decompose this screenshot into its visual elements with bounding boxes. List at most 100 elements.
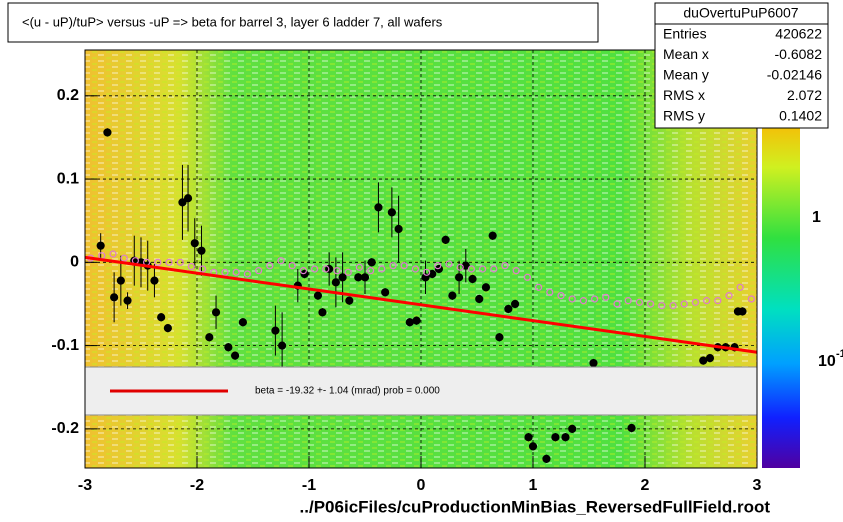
data-point	[123, 296, 132, 305]
y-tick-label: -0.2	[51, 420, 79, 437]
data-point	[501, 262, 509, 270]
stats-box: duOvertuPuP6007 Entries 420622 Mean x -0.60…	[654, 2, 829, 129]
data-point	[199, 265, 207, 273]
data-point	[221, 268, 229, 276]
data-point	[211, 308, 221, 317]
colorbar-label: 1	[812, 209, 821, 226]
data-point	[110, 293, 119, 302]
data-point	[434, 262, 442, 270]
chart-title: <(u - uP)/tuP> versus -uP => beta for ba…	[22, 14, 443, 29]
data-point	[163, 324, 172, 333]
data-point	[243, 270, 251, 278]
fit-line	[85, 255, 757, 354]
data-point	[423, 268, 431, 276]
data-point	[394, 224, 403, 234]
data-point	[524, 433, 533, 442]
data-point	[374, 203, 383, 212]
data-point	[624, 297, 632, 305]
data-point	[176, 258, 184, 266]
stats-key: RMS x	[663, 87, 705, 103]
data-point	[568, 295, 576, 303]
x-tick-label: -2	[190, 477, 204, 494]
stats-value: 420622	[775, 26, 822, 42]
data-point	[387, 208, 396, 217]
data-point	[238, 318, 248, 327]
data-point	[680, 300, 688, 308]
data-point	[331, 278, 340, 287]
data-point	[277, 257, 285, 265]
data-point	[197, 246, 206, 255]
title-box	[7, 2, 599, 43]
data-point	[468, 274, 477, 284]
stats-key: Entries	[663, 26, 707, 42]
fit-legend: beta = -19.32 +- 1.04 (mrad) prob = 0.00…	[84, 366, 758, 416]
x-tick-label: 0	[417, 477, 426, 494]
x-tick-label: 3	[753, 477, 762, 494]
data-point	[389, 262, 397, 270]
data-point	[495, 333, 504, 342]
y-tick-label: 0	[70, 254, 79, 271]
data-point	[699, 356, 708, 365]
data-point	[381, 288, 390, 297]
data-point	[512, 267, 520, 275]
data-point	[510, 299, 520, 309]
data-point	[109, 250, 117, 258]
data-point	[475, 294, 484, 304]
data-point	[646, 300, 655, 308]
data-point	[747, 295, 756, 303]
data-point	[230, 351, 240, 360]
data-point	[224, 343, 233, 352]
data-point	[534, 283, 543, 291]
data-point	[360, 273, 370, 282]
data-point	[116, 276, 125, 285]
stats-value: 2.072	[787, 87, 822, 103]
data-point	[266, 262, 274, 270]
stats-value: 0.1402	[779, 108, 822, 124]
data-point	[542, 454, 551, 463]
y-tick-label: 0.1	[57, 170, 79, 187]
data-point	[479, 265, 487, 273]
data-point	[627, 423, 636, 433]
data-point	[490, 265, 498, 273]
data-point	[367, 258, 376, 267]
data-point	[255, 267, 263, 275]
x-tick-label: 2	[641, 477, 650, 494]
data-point	[232, 268, 240, 276]
y-tick-label: 0.2	[57, 87, 79, 104]
data-point	[590, 295, 599, 303]
data-point	[354, 273, 363, 282]
data-point	[183, 194, 193, 203]
stats-key: Mean x	[663, 46, 709, 62]
data-point	[557, 292, 565, 300]
data-point	[344, 268, 352, 276]
legend-text: beta = -19.32 +- 1.04 (mrad) prob = 0.00…	[255, 386, 440, 397]
x-tick-label: -1	[302, 477, 316, 494]
data-point	[338, 273, 347, 282]
data-point	[120, 254, 128, 262]
data-point	[561, 433, 570, 442]
data-point	[205, 333, 214, 342]
data-point	[456, 263, 464, 271]
data-point	[602, 293, 610, 301]
stats-key: Mean y	[663, 67, 709, 83]
data-point	[488, 231, 497, 240]
data-point	[400, 262, 408, 270]
data-point	[187, 262, 195, 271]
stats-value: -0.6082	[775, 46, 823, 62]
data-point	[313, 291, 323, 300]
data-point	[311, 265, 319, 273]
data-point	[445, 260, 453, 268]
data-point	[333, 267, 341, 275]
data-point	[467, 265, 475, 273]
data-point	[589, 358, 598, 368]
data-point	[528, 442, 538, 451]
data-point	[702, 297, 711, 305]
data-point	[355, 263, 363, 271]
data-point	[736, 283, 744, 291]
data-point	[322, 265, 330, 273]
data-point	[579, 297, 588, 305]
y-tick-label: -0.1	[51, 337, 79, 354]
data-point	[190, 239, 199, 248]
colorbar-label: -1	[836, 348, 843, 360]
